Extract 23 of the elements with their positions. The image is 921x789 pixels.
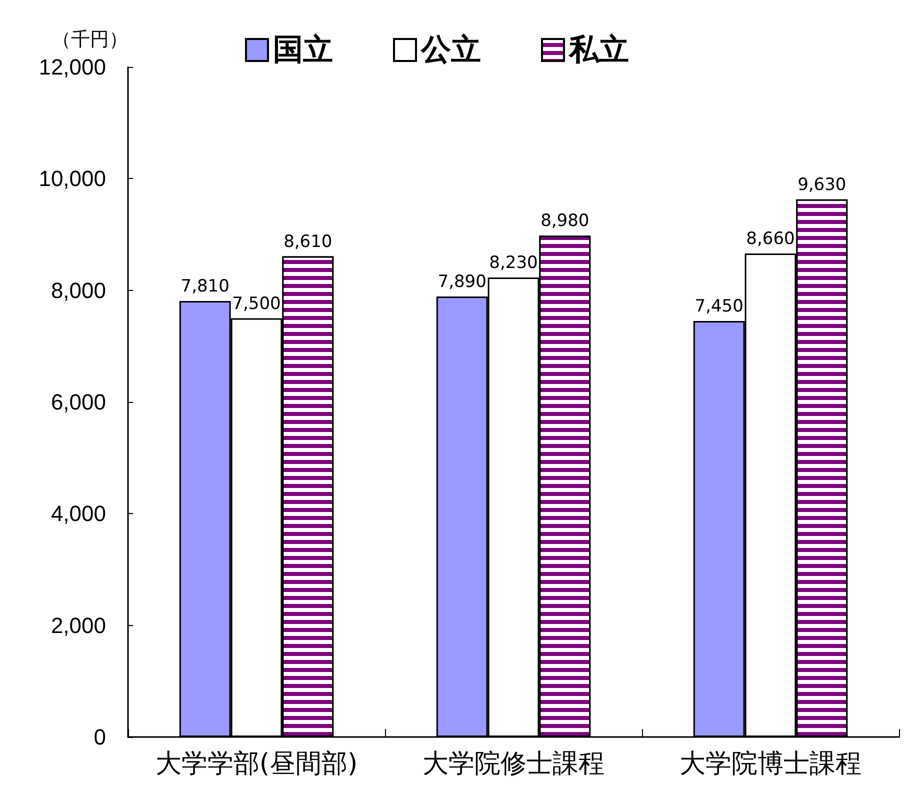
data-label: 9,630 [798,174,846,195]
data-label: 7,810 [180,276,230,296]
y-axis-title: （千円） [52,28,128,50]
y-tick-label: 10,000 [38,166,106,192]
y-tick-label: 8,000 [50,278,106,303]
legend-label: 国立 [273,32,333,68]
y-tick-label: 2,000 [50,612,106,638]
data-label: 8,660 [746,228,795,249]
y-tick-label: 6,000 [50,390,106,414]
y-tick-label: 0 [94,724,106,750]
x-tick-label: 大学学部(昼間部) [155,749,358,779]
data-label: 8,610 [284,232,332,252]
y-tick-label: 12,000 [38,54,106,80]
data-label: 8,980 [540,211,590,232]
x-tick-label: 大学院博士課程 [680,749,862,779]
data-label: 7,450 [694,296,744,317]
data-label: 7,890 [438,272,486,292]
legend-label: 公立 [420,32,481,68]
legend-label: 私立 [568,32,629,68]
data-label: 8,230 [489,252,538,273]
x-tick-label: 大学院修士課程 [422,749,604,779]
data-label: 7,500 [232,294,281,314]
y-tick-label: 4,000 [50,501,106,526]
